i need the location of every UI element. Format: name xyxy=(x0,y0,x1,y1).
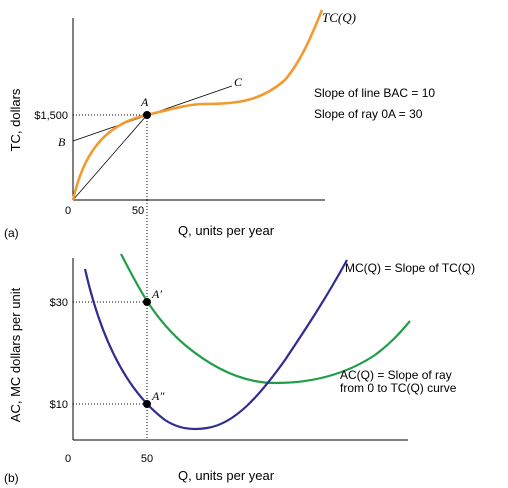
panel-b-x-axis-label: Q, units per year xyxy=(178,468,275,483)
ac-curve-label-line1: AC(Q) = Slope of ray xyxy=(340,368,452,382)
panel-a-x-axis-label: Q, units per year xyxy=(178,223,275,238)
point-A-double-prime xyxy=(143,400,151,408)
point-A-double-prime-label: A″ xyxy=(151,389,165,403)
y-tick-30: $30 xyxy=(50,297,68,309)
point-A-label: A xyxy=(140,95,149,109)
point-A-prime xyxy=(143,298,151,306)
panel-b-label: (b) xyxy=(4,471,19,485)
ac-curve-label-line2: from 0 to TC(Q) curve xyxy=(340,381,457,395)
tc-curve xyxy=(71,9,324,201)
point-A xyxy=(143,111,151,119)
panel-a-x-tick-0: 0 xyxy=(65,205,71,217)
panel-b: A′ A″ $30 $10 0 50 Q, units per year AC,… xyxy=(4,200,475,485)
mc-curve-label: MC(Q) = Slope of TC(Q) xyxy=(345,261,475,275)
y-tick-10: $10 xyxy=(50,399,68,411)
tc-curve-label: TC(Q) xyxy=(322,10,356,25)
ac-curve-label: AC(Q) = Slope of ray from 0 to TC(Q) cur… xyxy=(340,368,457,395)
point-B-label: B xyxy=(58,135,66,149)
panel-b-x-tick-0: 0 xyxy=(65,453,71,465)
annotation-slope-0a: Slope of ray 0A = 30 xyxy=(314,107,423,121)
annotation-slope-bac: Slope of line BAC = 10 xyxy=(314,86,435,100)
panel-a-x-tick-50: 50 xyxy=(132,205,144,217)
panel-b-y-axis-label: AC, MC dollars per unit xyxy=(8,287,23,422)
ac-curve xyxy=(120,253,411,385)
panel-a-y-axis-label: TC, dollars xyxy=(8,88,23,151)
mc-curve xyxy=(83,259,348,431)
panel-a-label: (a) xyxy=(4,226,19,240)
panel-b-x-tick-50: 50 xyxy=(141,453,153,465)
ray-0A xyxy=(72,114,148,201)
panel-a: A B C TC(Q) $1,500 0 50 Q, units per yea… xyxy=(4,9,435,240)
point-A-prime-label: A′ xyxy=(151,287,162,301)
y-tick-1500: $1,500 xyxy=(34,110,68,122)
point-C-label: C xyxy=(234,75,243,89)
